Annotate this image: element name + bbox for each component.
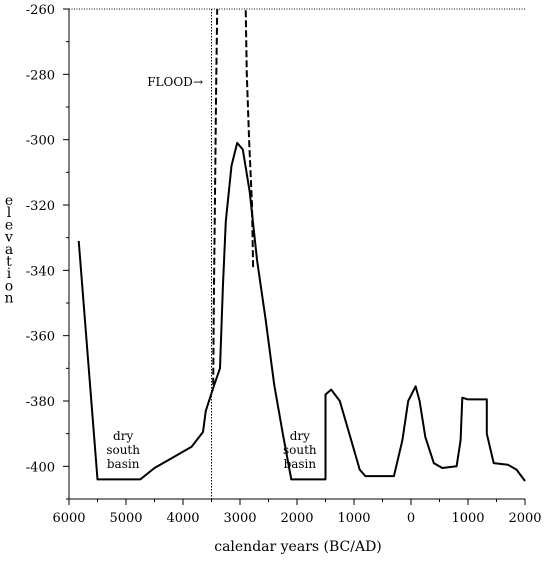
x-axis-title: calendar years (BC/AD) (214, 539, 382, 555)
elevation-series-line (77, 141, 526, 482)
y-tick-label: -360 (26, 330, 55, 345)
plot-area (68, 9, 525, 500)
x-tick-label: 3000 (223, 511, 256, 526)
y-tick-label: -380 (26, 395, 55, 410)
x-tick-label: 1000 (337, 511, 370, 526)
series-lines (77, 8, 526, 482)
y-tick-label: -260 (26, 3, 55, 18)
x-tick-label: 0 (407, 511, 415, 526)
annotations: FLOOD → dry south basin dry south basin (106, 75, 317, 471)
dashed-series-line (212, 8, 219, 385)
flood-arrow: → (193, 75, 203, 89)
y-axis: -260 -280 -300 -320 -340 -360 -380 -400 (26, 3, 69, 500)
dry-south-basin-label: dry south basin (106, 429, 140, 471)
y-tick-label: -340 (26, 264, 55, 279)
dry-south-basin-label: dry south basin (283, 429, 317, 471)
y-tick-label: -400 (26, 460, 55, 475)
x-tick-label: 2000 (280, 511, 313, 526)
y-tick-label: -320 (26, 199, 55, 214)
flood-label: FLOOD (147, 75, 193, 89)
x-tick-label: 4000 (166, 511, 199, 526)
x-tick-label: 5000 (109, 511, 142, 526)
reference-lines (69, 8, 525, 499)
x-tick-label: 6000 (52, 511, 85, 526)
x-tick-label: 1000 (451, 511, 484, 526)
y-tick-label: -300 (26, 134, 55, 149)
x-axis: 6000 5000 4000 3000 2000 1000 0 1000 2000 (52, 499, 542, 526)
dashed-series-line (244, 8, 255, 268)
y-tick-label: -280 (26, 68, 55, 83)
x-tick-label: 2000 (508, 511, 541, 526)
